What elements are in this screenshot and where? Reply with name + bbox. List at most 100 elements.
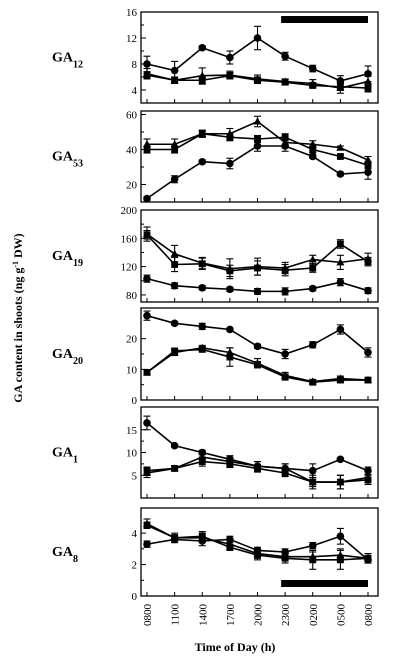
data-point	[143, 60, 151, 68]
data-point	[253, 342, 262, 351]
x-tick-label: 1400	[197, 604, 209, 627]
data-point	[336, 376, 344, 384]
data-point	[336, 83, 344, 91]
panel-label: GA1	[52, 446, 78, 466]
series-square	[143, 229, 372, 278]
data-point	[254, 264, 261, 272]
data-point	[309, 82, 317, 89]
data-point	[226, 53, 234, 62]
series-square	[143, 456, 372, 490]
y-tick-label: 80	[126, 290, 138, 302]
data-point	[170, 281, 179, 290]
x-tick-label: 0200	[308, 604, 320, 627]
data-point	[309, 556, 317, 564]
data-point	[143, 419, 151, 427]
y-tick-label: 15	[126, 425, 138, 437]
data-point	[226, 325, 234, 334]
data-point	[198, 322, 207, 331]
data-point	[336, 455, 345, 464]
data-point	[226, 460, 234, 468]
x-tick-label: 0800	[142, 604, 154, 627]
data-point	[226, 285, 234, 294]
data-point	[364, 554, 372, 562]
panel-label: GA20	[52, 347, 83, 367]
dark-period-bars	[281, 16, 368, 587]
data-point	[281, 52, 289, 60]
x-tick-label: 0800	[363, 604, 375, 627]
data-point	[198, 43, 207, 52]
data-point	[170, 175, 179, 184]
data-point	[198, 458, 206, 465]
panel-label-sub: 19	[73, 258, 83, 269]
data-point	[143, 231, 151, 239]
panel-frame	[140, 11, 379, 104]
y-tick-label: 2	[132, 560, 138, 572]
data-point	[143, 467, 151, 475]
series-line	[146, 145, 369, 200]
y-axis-title-main: GA content in shoots (ng g	[11, 268, 25, 403]
data-point	[336, 556, 344, 564]
x-tick-label: 1100	[170, 604, 182, 626]
data-point	[254, 465, 261, 472]
panel-frame	[140, 110, 379, 203]
panel-frame	[140, 507, 379, 597]
data-point	[336, 170, 345, 178]
data-point	[336, 478, 344, 486]
y-tick-label: 4	[132, 528, 138, 540]
data-point	[226, 133, 234, 141]
data-point	[254, 76, 261, 84]
data-point	[308, 255, 317, 263]
series-circle	[143, 274, 372, 296]
data-point	[364, 476, 372, 484]
panel-label-sub: 20	[73, 356, 83, 367]
data-point	[171, 465, 179, 472]
panel-label-sub: 12	[73, 59, 83, 70]
series-square	[143, 521, 372, 570]
data-point	[281, 133, 289, 141]
data-point	[171, 146, 179, 153]
data-point	[198, 284, 207, 292]
data-point	[143, 274, 151, 283]
y-tick-label: 8	[132, 59, 138, 71]
panel-label-sub: 53	[73, 158, 83, 169]
data-point	[253, 34, 262, 42]
data-point	[253, 142, 262, 150]
data-point	[364, 161, 372, 169]
panel-label-main: GA	[52, 249, 74, 264]
y-axis-title: GA content in shoots (ng g-1 DW)	[11, 233, 26, 402]
data-point	[281, 138, 290, 146]
data-point	[143, 146, 151, 153]
data-point	[143, 311, 151, 320]
panel-label-main: GA	[52, 545, 74, 560]
data-point	[281, 78, 289, 86]
data-point	[143, 71, 151, 79]
data-point	[198, 532, 206, 540]
y-tick-label: 10	[126, 448, 138, 460]
data-point	[143, 540, 151, 548]
data-point	[364, 77, 372, 85]
data-point	[143, 194, 151, 203]
panel-label: GA8	[52, 545, 78, 565]
panel-label-main: GA	[52, 51, 74, 66]
y-tick-label: 160	[121, 233, 138, 245]
panel-label-sub: 1	[73, 454, 78, 465]
data-point	[226, 543, 234, 551]
data-point	[171, 261, 179, 268]
panel-ga53: 20 40 60 GA53	[52, 110, 379, 203]
data-point	[364, 376, 372, 384]
data-point	[198, 346, 206, 353]
data-point	[171, 534, 179, 542]
panel-label-main: GA	[52, 150, 74, 165]
y-tick-label: 0	[132, 591, 138, 603]
data-point	[143, 521, 151, 529]
panel-ga19: 80 120 160 200 GA19	[52, 205, 379, 303]
series-square	[143, 71, 372, 93]
y-tick-label: 12	[126, 33, 137, 45]
data-point	[281, 287, 289, 296]
data-point	[226, 353, 234, 361]
panel-label-main: GA	[52, 446, 74, 461]
y-axis-title-tail: DW)	[11, 233, 25, 261]
data-point	[281, 373, 289, 381]
data-point	[198, 76, 206, 84]
